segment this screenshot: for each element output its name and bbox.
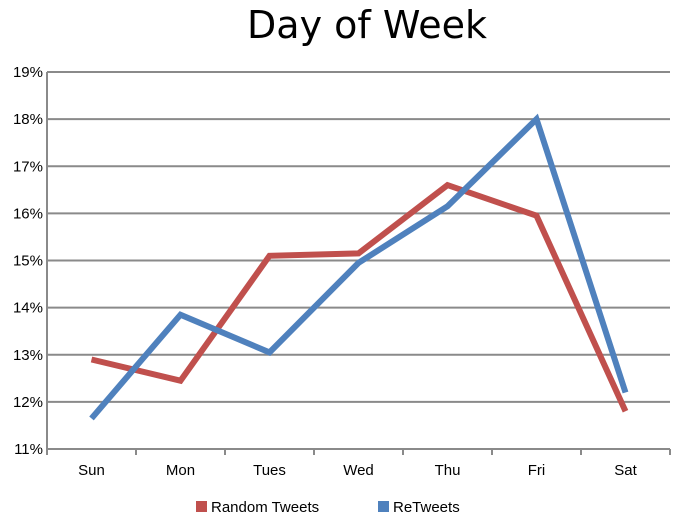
y-tick-label: 13%: [13, 347, 43, 364]
series-lines: [89, 113, 629, 421]
series-line-random-tweets: [90, 181, 629, 413]
y-tick-label: 12%: [13, 394, 43, 411]
legend: Random Tweets ReTweets: [196, 499, 460, 516]
x-tick-label: Wed: [343, 462, 374, 479]
x-tick-label: Tues: [253, 462, 286, 479]
x-tick-label: Mon: [166, 462, 195, 479]
x-tick-label: Sat: [614, 462, 637, 479]
y-tick-label: 11%: [14, 441, 43, 458]
y-axis-ticks: 11% 12% 13% 14% 15% 16% 17% 18% 19%: [13, 64, 43, 458]
x-tick-label: Sun: [78, 462, 105, 479]
x-axis-ticks: Sun Mon Tues Wed Thu Fri Sat: [46, 449, 671, 479]
y-tick-label: 15%: [13, 253, 43, 270]
legend-swatch: [378, 501, 389, 512]
legend-swatch: [196, 501, 207, 512]
x-tick-label: Fri: [528, 462, 546, 479]
chart-title: Day of Week: [247, 3, 487, 47]
legend-label: ReTweets: [393, 499, 460, 516]
y-tick-label: 18%: [13, 111, 43, 128]
x-tick-label: Thu: [435, 462, 461, 479]
series-line-retweets: [89, 113, 629, 421]
y-tick-label: 16%: [13, 205, 43, 222]
y-tick-label: 14%: [13, 300, 43, 317]
y-tick-label: 17%: [13, 158, 43, 175]
y-tick-label: 19%: [13, 64, 43, 81]
legend-label: Random Tweets: [211, 499, 319, 516]
